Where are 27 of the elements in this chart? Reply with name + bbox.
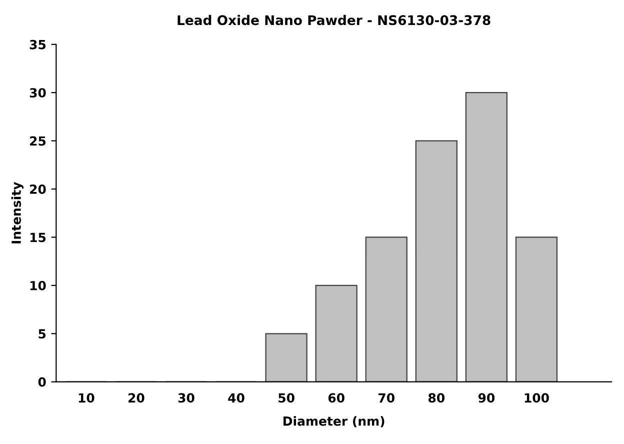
chart-title: Lead Oxide Nano Pawder - NS6130-03-378 bbox=[178, 14, 490, 26]
x-tick-label: 100 bbox=[524, 393, 549, 403]
x-tick-label: 20 bbox=[128, 393, 144, 403]
x-tick-label: 80 bbox=[428, 393, 445, 403]
x-tick-label: 40 bbox=[228, 393, 244, 403]
bar bbox=[465, 92, 508, 382]
y-tick-label: 35 bbox=[30, 40, 46, 50]
y-tick-label: 25 bbox=[30, 136, 46, 146]
x-tick-label: 50 bbox=[278, 393, 294, 403]
y-tick-label: 30 bbox=[30, 88, 46, 98]
y-tick-label: 5 bbox=[38, 329, 46, 339]
bar bbox=[315, 284, 358, 382]
y-tick-label: 20 bbox=[30, 184, 46, 194]
x-tick-label: 90 bbox=[478, 393, 495, 403]
bar bbox=[265, 333, 308, 382]
x-axis-title: Diameter (nm) bbox=[284, 416, 384, 428]
x-tick-label: 30 bbox=[178, 393, 194, 403]
y-tick-label: 10 bbox=[30, 280, 46, 290]
x-tick-label: 60 bbox=[328, 393, 344, 403]
bar bbox=[415, 140, 458, 382]
x-tick-label: 70 bbox=[378, 393, 394, 403]
x-tick-label: 10 bbox=[78, 393, 94, 403]
bar bbox=[515, 236, 558, 382]
y-tick-label: 0 bbox=[38, 377, 46, 387]
y-axis-title: Intensity bbox=[11, 182, 24, 244]
y-tick-label: 15 bbox=[30, 232, 46, 242]
bar bbox=[365, 236, 408, 382]
